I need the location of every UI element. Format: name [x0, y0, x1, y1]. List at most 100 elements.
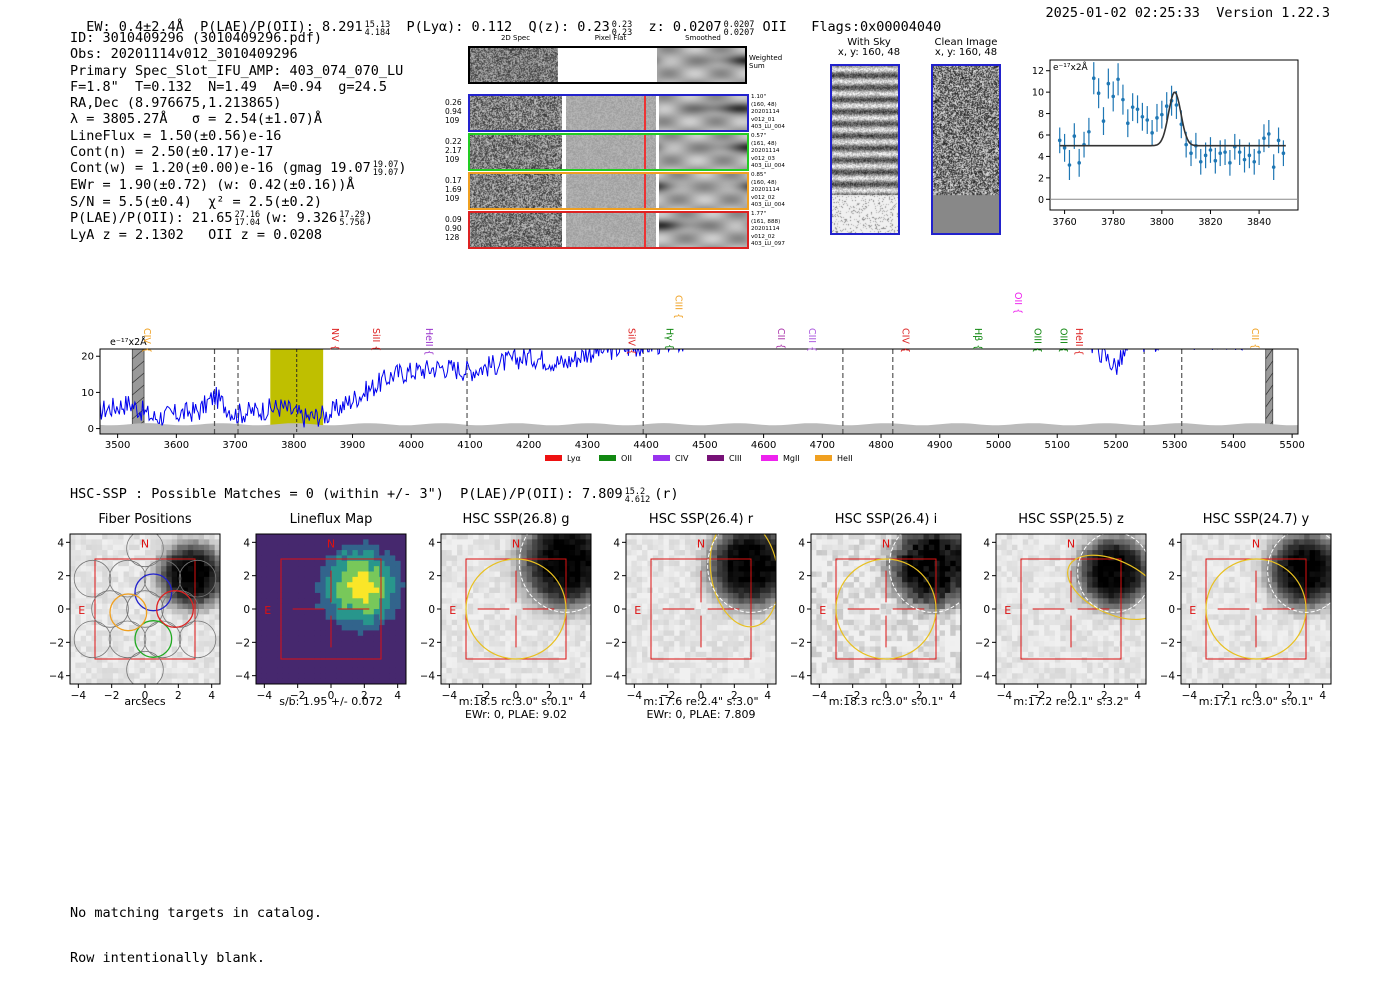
hsc-pixel [1076, 647, 1082, 653]
hsc-pixel [204, 598, 210, 604]
hsc-pixel [554, 668, 560, 674]
hsc-pixel [304, 652, 310, 658]
hsc-pixel [1055, 620, 1061, 626]
hsc-pixel [70, 663, 76, 669]
hsc-pixel [1039, 652, 1045, 658]
fit-data-point [1243, 158, 1247, 162]
hsc-pixel [1017, 673, 1023, 679]
hsc-pixel [256, 657, 262, 663]
line-label-text: Hβ { [972, 328, 983, 350]
hsc-pixel [1060, 539, 1066, 545]
hsc-pixel [267, 652, 273, 658]
hsc-pixel [760, 641, 766, 647]
hsc-pixel [664, 636, 670, 642]
hsc-pixel [674, 668, 680, 674]
hsc-pixel [272, 668, 278, 674]
hsc-y-tick-label: −2 [791, 637, 805, 649]
hsc-pixel [907, 598, 913, 604]
hsc-pixel [358, 625, 364, 631]
hsc-pixel [647, 647, 653, 653]
hsc-pixel [674, 641, 680, 647]
hsc-pixel [283, 588, 289, 594]
hsc-pixel [108, 593, 114, 599]
fit-data-point [1141, 115, 1145, 119]
hsc-pixel [653, 550, 659, 556]
hsc-pixel [902, 647, 908, 653]
hsc-pixel [940, 545, 946, 551]
hsc-pixel [658, 625, 664, 631]
hsc-pixel [1017, 577, 1023, 583]
hsc-pixel [690, 609, 696, 615]
hsc-pixel [462, 545, 468, 551]
hsc-pixel [363, 620, 369, 626]
hsc-pixel [722, 593, 728, 599]
hsc-pixel [696, 663, 702, 669]
hsc-pixel [1028, 625, 1034, 631]
line-label-text: OIII { [1058, 328, 1069, 353]
hsc-pixel [1012, 652, 1018, 658]
hsc-pixel [193, 663, 199, 669]
hsc-pixel [1060, 566, 1066, 572]
hsc-pixel [875, 588, 881, 594]
hsc-pixel [996, 582, 1002, 588]
hsc-pixel [1028, 566, 1034, 572]
hsc-pixel [1082, 539, 1088, 545]
cutout-meta-line: 0.85" [751, 172, 797, 180]
cutout-meta-line: 20201114 [751, 226, 797, 234]
hsc-pixel [500, 577, 506, 583]
hsc-pixel [532, 620, 538, 626]
hsc-pixel [886, 593, 892, 599]
hsc-pixel [294, 577, 300, 583]
hsc-pixel [1017, 572, 1023, 578]
hsc-pixel [849, 668, 855, 674]
hsc-pixel [843, 620, 849, 626]
hsc-pixel [204, 577, 210, 583]
hsc-pixel [1023, 647, 1029, 653]
hsc-pixel [690, 555, 696, 561]
hsc-pixel [70, 545, 76, 551]
hsc-pixel [484, 630, 490, 636]
hsc-pixel [183, 630, 189, 636]
hsc-pixel [495, 668, 501, 674]
hsc-pixel [374, 534, 380, 540]
hsc-pixel [267, 620, 273, 626]
hsc-pixel [1087, 609, 1093, 615]
hsc-pixel [870, 625, 876, 631]
hsc-pixel [320, 673, 326, 679]
hsc-pixel [134, 545, 140, 551]
hsc-pixel [827, 539, 833, 545]
hsc-pixel [385, 636, 391, 642]
hsc-pixel [358, 534, 364, 540]
hsc-pixel [1012, 641, 1018, 647]
hsc-pixel [849, 657, 855, 663]
hsc-pixel [320, 539, 326, 545]
hsc-pixel [261, 572, 267, 578]
hsc-pixel [728, 588, 734, 594]
hsc-pixel [342, 545, 348, 551]
hsc-pixel [859, 539, 865, 545]
hsc-pixel [1060, 614, 1066, 620]
hsc-pixel [690, 545, 696, 551]
spec-y-tick-label: 20 [81, 352, 94, 363]
hsc-pixel [647, 641, 653, 647]
hsc-pixel [580, 663, 586, 669]
hsc-pixel [468, 647, 474, 653]
hsc-pixel [395, 625, 401, 631]
hsc-pixel [722, 652, 728, 658]
hsc-pixel [161, 668, 167, 674]
hsc-pixel [113, 657, 119, 663]
hsc-pixel [379, 609, 385, 615]
hsc-pixel [811, 539, 817, 545]
hsc-pixel [816, 588, 822, 594]
hsc-pixel [849, 534, 855, 540]
hsc-pixel [500, 620, 506, 626]
hsc-pixel [374, 630, 380, 636]
hsc-pixel [484, 625, 490, 631]
hsc-pixel [304, 673, 310, 679]
hsc-pixel [940, 555, 946, 561]
hsc-pixel [336, 593, 342, 599]
hsc-pixel [446, 555, 452, 561]
hsc-pixel [462, 673, 468, 679]
hsc-pixel [395, 566, 401, 572]
